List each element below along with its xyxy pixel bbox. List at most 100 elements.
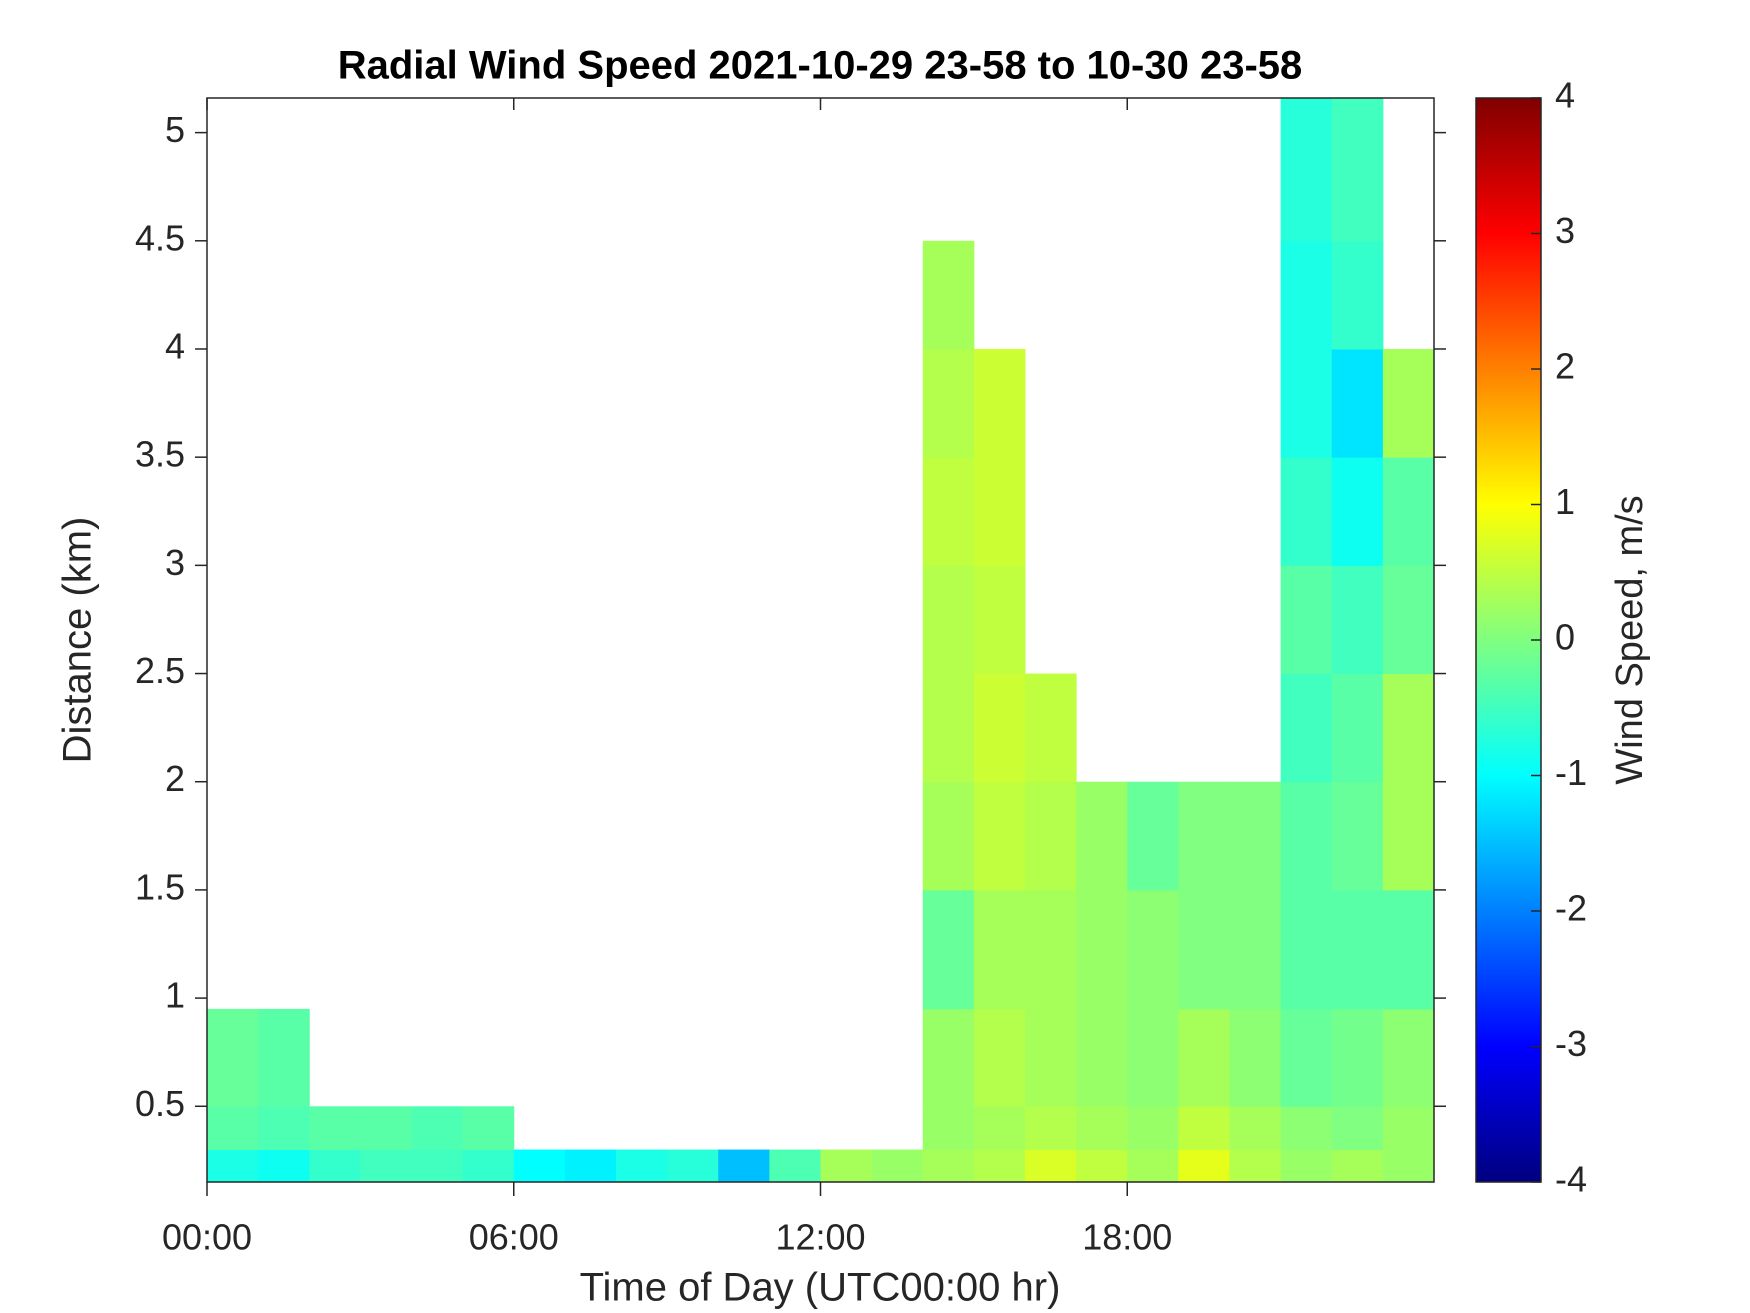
heatmap-cell (973, 565, 1026, 675)
heatmap-cell (1076, 781, 1128, 891)
heatmap-cell (973, 673, 1026, 783)
heatmap-cell (973, 1106, 1026, 1151)
heatmap-cell (258, 1149, 310, 1183)
heatmap-cell (1076, 889, 1128, 1010)
heatmap-cell (1127, 1106, 1179, 1151)
heatmap-cell (1229, 889, 1282, 1010)
colorbar-tick-label: 0 (1555, 617, 1575, 658)
y-axis-label: Distance (km) (56, 517, 100, 764)
heatmap-cell (1076, 1149, 1128, 1183)
heatmap-cell (1025, 1008, 1077, 1107)
heatmap-cell (973, 1149, 1026, 1183)
heatmap-cell (1331, 240, 1384, 350)
heatmap-cell (922, 348, 975, 458)
heatmap-cell (1229, 1106, 1282, 1151)
heatmap-cell (1280, 348, 1333, 458)
colorbar-tick-label: 4 (1555, 75, 1575, 116)
heatmap-cell (922, 240, 975, 350)
heatmap-cell (207, 1106, 259, 1151)
heatmap-cell (1025, 673, 1077, 783)
y-tick-label: 4 (165, 326, 185, 367)
heatmap-cell (513, 1149, 566, 1183)
heatmap-cell (1382, 1149, 1435, 1183)
y-tick-label: 3 (165, 542, 185, 583)
heatmap-cell (1280, 889, 1333, 1010)
heatmap-cell (1331, 98, 1384, 242)
heatmap-cell (1331, 348, 1384, 458)
heatmap-cell (1382, 1106, 1435, 1151)
heatmap-cell (973, 457, 1026, 566)
heatmap-cell (922, 1106, 975, 1151)
colorbar-label: Wind Speed, m/s (1609, 495, 1651, 784)
heatmap-cell (1178, 1008, 1230, 1107)
heatmap-cell (411, 1106, 464, 1151)
y-tick-label: 1.5 (135, 866, 185, 907)
heatmap-cell (769, 1149, 821, 1183)
x-axis-label: Time of Day (UTC00:00 hr) (580, 1266, 1061, 1310)
heatmap-cell (1382, 673, 1435, 783)
heatmap-cell (922, 889, 975, 1010)
colorbar-tick-label: -2 (1555, 888, 1587, 929)
heatmap-cell (309, 1149, 361, 1183)
heatmap-cell (1331, 1149, 1384, 1183)
heatmap-cell (1127, 1008, 1179, 1107)
heatmap-cell (1076, 1106, 1128, 1151)
heatmap-cell (922, 457, 975, 566)
colorbar-tick-label: -3 (1555, 1023, 1587, 1064)
heatmap-cell (564, 1149, 617, 1183)
heatmap-cell (1025, 781, 1077, 891)
heatmap-cell (973, 781, 1026, 891)
heatmap-cell (1280, 565, 1333, 675)
y-tick-label: 5 (165, 109, 185, 150)
heatmap-cell (1229, 1149, 1282, 1183)
heatmap-cell (1382, 565, 1435, 675)
heatmap-cell (1331, 781, 1384, 891)
heatmap-cell (1382, 1008, 1435, 1107)
heatmap-cell (667, 1149, 719, 1183)
x-tick-label: 18:00 (1082, 1217, 1172, 1258)
heatmap-cell (1280, 240, 1333, 350)
heatmap-cell (1382, 457, 1435, 566)
heatmap-cell (411, 1149, 464, 1183)
heatmap-cell (1127, 781, 1179, 891)
colorbar (1475, 97, 1542, 1183)
heatmap-cell (1025, 1106, 1077, 1151)
heatmap-cell (922, 1149, 975, 1183)
colorbar-tick-label: -1 (1555, 752, 1587, 793)
heatmap-cell (360, 1149, 412, 1183)
heatmap-cell (1280, 98, 1333, 242)
heatmap-cell (1280, 1008, 1333, 1107)
heatmap-cell (871, 1149, 924, 1183)
x-tick-label: 12:00 (775, 1217, 865, 1258)
heatmap-cell (1178, 1106, 1230, 1151)
heatmap-cell (1331, 457, 1384, 566)
heatmap-cell (1229, 781, 1282, 891)
heatmap-cell (922, 781, 975, 891)
heatmap-cell (1178, 781, 1230, 891)
heatmap-cell (462, 1149, 515, 1183)
heatmap-cell (1382, 348, 1435, 458)
x-tick-label: 00:00 (162, 1217, 252, 1258)
heatmap-cell (922, 1008, 975, 1107)
heatmap-cell (207, 1149, 259, 1183)
heatmap-cell (1280, 457, 1333, 566)
heatmap-cell (1178, 889, 1230, 1010)
colorbar-tick-label: 1 (1555, 481, 1575, 522)
y-tick-label: 2.5 (135, 650, 185, 691)
heatmap-cell (1280, 781, 1333, 891)
y-tick-label: 4.5 (135, 217, 185, 258)
y-tick-label: 0.5 (135, 1083, 185, 1124)
heatmap-cell (973, 889, 1026, 1010)
heatmap-cell (309, 1106, 361, 1151)
heatmap-cell (462, 1106, 515, 1151)
colorbar-tick-label: 2 (1555, 346, 1575, 387)
heatmap-cell (258, 1106, 310, 1151)
y-tick-label: 1 (165, 975, 185, 1016)
heatmap-cell (1331, 673, 1384, 783)
heatmap-cell (1178, 1149, 1230, 1183)
heatmap-cell (1331, 565, 1384, 675)
chart-title: Radial Wind Speed 2021-10-29 23-58 to 10… (338, 44, 1303, 88)
heatmap-cell (1076, 1008, 1128, 1107)
heatmap-cell (718, 1149, 770, 1183)
heatmap-cell (616, 1149, 668, 1183)
